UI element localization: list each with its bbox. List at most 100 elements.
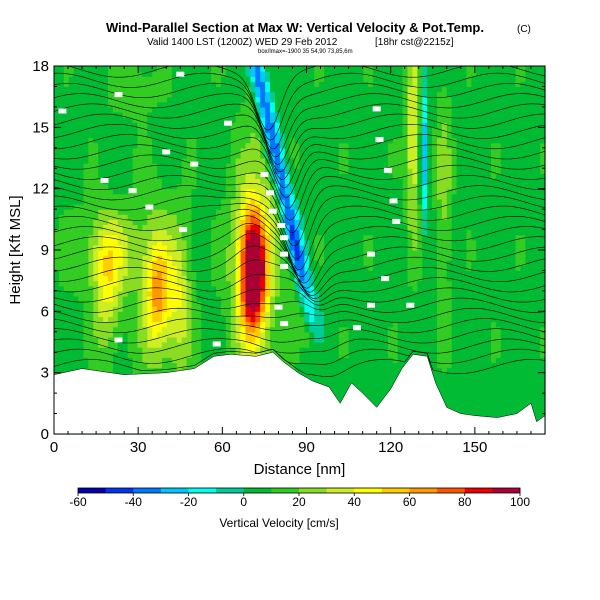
velocity-cell bbox=[73, 229, 80, 236]
velocity-cell bbox=[54, 229, 60, 236]
velocity-cell bbox=[328, 137, 335, 144]
velocity-cell bbox=[93, 290, 99, 297]
velocity-cell bbox=[250, 347, 256, 353]
velocity-cell bbox=[157, 132, 163, 139]
velocity-cell bbox=[333, 198, 340, 205]
velocity-cell bbox=[265, 112, 271, 118]
velocity-cell bbox=[274, 117, 281, 123]
velocity-cell bbox=[216, 106, 222, 113]
velocity-cell bbox=[294, 168, 301, 174]
velocity-cell bbox=[162, 244, 168, 251]
velocity-cell bbox=[176, 260, 183, 266]
velocity-cell bbox=[68, 362, 75, 369]
velocity-cell bbox=[137, 280, 143, 287]
velocity-cell bbox=[78, 214, 85, 220]
velocity-cell bbox=[181, 152, 188, 159]
velocity-cell bbox=[166, 296, 173, 302]
velocity-cell bbox=[279, 290, 286, 297]
velocity-cell bbox=[88, 265, 94, 272]
velocity-cell bbox=[142, 255, 148, 261]
velocity-cell bbox=[157, 127, 163, 134]
velocity-cell bbox=[78, 147, 85, 154]
velocity-cell bbox=[382, 147, 389, 154]
velocity-cell bbox=[108, 229, 114, 236]
velocity-cell bbox=[181, 86, 188, 93]
velocity-cell bbox=[117, 66, 124, 72]
velocity-cell bbox=[309, 183, 315, 190]
velocity-cell bbox=[68, 316, 75, 323]
velocity-cell bbox=[294, 357, 301, 364]
velocity-cell bbox=[378, 347, 384, 353]
velocity-cell bbox=[117, 127, 124, 134]
velocity-cell bbox=[112, 71, 119, 77]
velocity-cell bbox=[294, 132, 301, 139]
velocity-cell bbox=[333, 224, 340, 231]
velocity-cell bbox=[127, 91, 134, 98]
velocity-cell bbox=[83, 311, 89, 318]
velocity-cell bbox=[142, 331, 148, 338]
velocity-cell bbox=[270, 229, 276, 236]
velocity-cell bbox=[201, 214, 207, 220]
velocity-cell bbox=[54, 352, 60, 358]
velocity-cell bbox=[112, 301, 119, 307]
velocity-cell bbox=[117, 112, 124, 118]
velocity-cell bbox=[235, 234, 242, 241]
velocity-cell bbox=[147, 280, 153, 287]
velocity-cell bbox=[270, 117, 276, 123]
velocity-cell bbox=[324, 81, 330, 88]
velocity-cell bbox=[58, 71, 65, 77]
velocity-cell bbox=[368, 152, 374, 159]
velocity-cell bbox=[142, 106, 148, 113]
velocity-cell bbox=[299, 183, 306, 190]
velocity-cell bbox=[348, 244, 355, 251]
velocity-cell bbox=[363, 362, 369, 369]
velocity-cell bbox=[309, 81, 315, 88]
velocity-cell bbox=[265, 147, 271, 154]
velocity-cell bbox=[201, 224, 207, 231]
velocity-cell bbox=[54, 331, 60, 338]
velocity-cell bbox=[328, 342, 335, 348]
velocity-cell bbox=[171, 91, 178, 98]
velocity-cell bbox=[328, 106, 335, 113]
velocity-cell bbox=[181, 198, 188, 205]
velocity-cell bbox=[368, 388, 374, 394]
velocity-cell bbox=[88, 76, 94, 82]
velocity-cell bbox=[88, 209, 94, 215]
velocity-cell bbox=[245, 127, 251, 134]
velocity-cell bbox=[378, 142, 384, 149]
velocity-cell bbox=[324, 168, 330, 174]
velocity-cell bbox=[299, 367, 306, 374]
velocity-cell bbox=[122, 316, 129, 323]
velocity-cell bbox=[58, 224, 65, 231]
velocity-cell bbox=[387, 214, 394, 220]
velocity-cell bbox=[343, 382, 350, 389]
velocity-cell bbox=[373, 321, 379, 328]
velocity-cell bbox=[93, 76, 99, 82]
velocity-cell bbox=[166, 336, 173, 343]
velocity-cell bbox=[230, 86, 237, 93]
velocity-cell bbox=[142, 142, 148, 149]
velocity-cell bbox=[353, 188, 360, 195]
velocity-cell bbox=[186, 163, 193, 169]
velocity-cell bbox=[73, 270, 80, 277]
velocity-cell bbox=[265, 275, 271, 282]
velocity-cell bbox=[245, 178, 251, 185]
velocity-cell bbox=[348, 306, 355, 312]
velocity-cell bbox=[98, 301, 104, 307]
velocity-cell bbox=[294, 331, 301, 338]
velocity-cell bbox=[284, 331, 291, 338]
velocity-cell bbox=[225, 198, 232, 205]
velocity-cell bbox=[127, 198, 134, 205]
velocity-cell bbox=[382, 244, 389, 251]
velocity-cell bbox=[373, 183, 379, 190]
velocity-cell bbox=[353, 173, 360, 180]
velocity-cell bbox=[270, 91, 276, 98]
velocity-cell bbox=[132, 173, 139, 180]
velocity-cell bbox=[299, 76, 306, 82]
velocity-cell bbox=[152, 342, 158, 348]
velocity-cell bbox=[98, 316, 104, 323]
velocity-cell bbox=[196, 117, 202, 123]
velocity-cell bbox=[245, 117, 251, 123]
velocity-cell bbox=[73, 285, 80, 292]
velocity-cell bbox=[373, 255, 379, 261]
